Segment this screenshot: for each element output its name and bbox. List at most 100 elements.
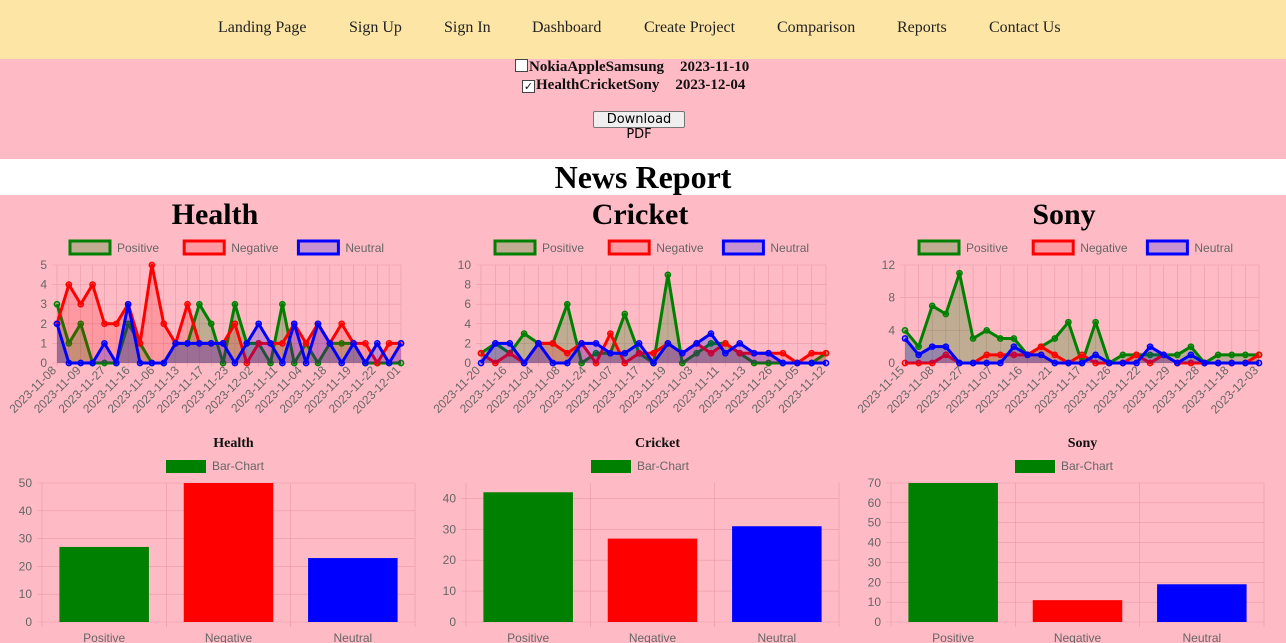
data-point-positive xyxy=(750,359,758,367)
data-point-neutral xyxy=(592,340,600,347)
data-point-negative xyxy=(563,349,571,357)
data-point-negative xyxy=(279,340,286,347)
report-date-2: 2023-12-04 xyxy=(675,77,746,93)
data-point-neutral xyxy=(736,340,744,347)
data-point-neutral xyxy=(535,340,542,347)
data-point-negative xyxy=(607,330,614,337)
y-tick-label: 10 xyxy=(868,595,882,609)
data-point-negative xyxy=(136,340,144,347)
data-point-negative xyxy=(101,320,108,328)
x-tick-label: Negative xyxy=(205,631,253,643)
legend-swatch-bar-chart xyxy=(591,460,631,473)
data-point-positive xyxy=(195,300,203,308)
data-point-negative xyxy=(983,351,991,359)
data-point-neutral xyxy=(1078,359,1086,367)
y-tick-label: 4 xyxy=(464,317,471,331)
nav-link-sign-up[interactable]: Sign Up xyxy=(349,19,402,36)
report-checkbox-1[interactable] xyxy=(515,59,528,72)
bar-positive xyxy=(908,483,998,622)
data-point-neutral xyxy=(901,335,909,342)
series-area-neutral xyxy=(481,333,826,363)
bar-negative xyxy=(1032,600,1123,622)
nav-link-comparison[interactable]: Comparison xyxy=(777,19,856,36)
legend-swatch-neutral xyxy=(721,239,765,256)
data-point-positive xyxy=(956,269,963,277)
data-point-positive xyxy=(1119,351,1127,359)
data-point-negative xyxy=(184,300,191,308)
data-point-positive xyxy=(101,359,108,367)
data-point-negative xyxy=(621,359,629,367)
legend-swatch-positive xyxy=(917,239,961,256)
legend-label-positive: Positive xyxy=(542,241,584,255)
data-point-neutral xyxy=(338,359,346,367)
legend-swatch-positive xyxy=(68,239,112,256)
report-row-2: ✓ HealthCricketSony 2023-12-04 xyxy=(522,77,745,94)
y-tick-label: 2 xyxy=(464,336,471,350)
legend-swatch-neutral xyxy=(296,239,340,256)
data-point-negative xyxy=(477,349,485,357)
data-point-neutral xyxy=(101,340,108,347)
panel-title-sony: Sony xyxy=(1032,198,1096,231)
data-point-neutral xyxy=(1119,359,1127,367)
y-tick-label: 0 xyxy=(25,615,32,629)
legend-swatch-positive xyxy=(493,239,537,256)
y-tick-label: 50 xyxy=(19,476,33,490)
y-tick-label: 60 xyxy=(868,496,882,510)
data-point-positive xyxy=(901,326,909,334)
data-point-neutral xyxy=(255,320,263,328)
data-point-neutral xyxy=(1024,351,1031,359)
data-point-negative xyxy=(160,320,168,328)
data-point-negative xyxy=(915,359,922,367)
data-point-positive xyxy=(207,320,215,328)
y-tick-label: 20 xyxy=(443,553,457,567)
data-point-negative xyxy=(996,351,1004,359)
data-point-positive xyxy=(996,335,1004,342)
data-point-neutral xyxy=(160,359,168,367)
data-point-neutral xyxy=(1010,343,1018,351)
nav-link-sign-in[interactable]: Sign In xyxy=(444,19,491,36)
data-point-positive xyxy=(969,335,977,342)
x-tick-label: Positive xyxy=(507,631,549,643)
data-point-neutral xyxy=(563,359,571,367)
data-point-negative xyxy=(928,359,936,367)
data-point-positive xyxy=(397,359,405,367)
series-line-neutral xyxy=(903,337,1259,365)
data-point-negative xyxy=(65,281,73,288)
data-point-neutral xyxy=(983,359,991,367)
series-area-positive xyxy=(905,273,1259,363)
data-point-positive xyxy=(219,359,227,367)
data-point-negative xyxy=(901,359,909,367)
nav-link-create-project[interactable]: Create Project xyxy=(644,19,736,36)
data-point-negative xyxy=(707,349,715,357)
data-point-negative xyxy=(549,340,557,347)
data-point-positive xyxy=(928,302,936,310)
data-point-neutral xyxy=(621,349,629,357)
data-point-neutral xyxy=(1187,351,1195,359)
data-point-neutral xyxy=(65,359,73,367)
data-point-neutral xyxy=(607,349,614,357)
data-point-negative xyxy=(779,349,787,357)
data-point-neutral xyxy=(385,359,393,367)
nav-link-reports[interactable]: Reports xyxy=(897,19,947,36)
download-pdf-button[interactable]: Download PDF xyxy=(593,111,685,142)
data-point-neutral xyxy=(362,359,369,367)
data-point-negative xyxy=(385,340,393,347)
data-point-neutral xyxy=(124,300,132,308)
data-point-negative xyxy=(506,349,514,357)
data-point-negative xyxy=(1146,359,1154,367)
nav-link-dashboard[interactable]: Dashboard xyxy=(532,19,602,36)
y-tick-label: 0 xyxy=(449,615,456,629)
data-point-negative xyxy=(650,349,657,357)
data-point-positive xyxy=(279,300,286,308)
report-checkbox-2[interactable]: ✓ xyxy=(522,80,535,93)
nav-link-landing-page[interactable]: Landing Page xyxy=(218,19,307,36)
data-point-neutral xyxy=(578,340,585,347)
bar-positive xyxy=(483,492,573,622)
y-tick-label: 10 xyxy=(443,584,457,598)
data-point-neutral xyxy=(1065,359,1072,367)
data-point-negative xyxy=(77,300,85,308)
data-point-positive xyxy=(1228,351,1236,359)
y-tick-label: 3 xyxy=(40,297,47,311)
nav-link-contact-us[interactable]: Contact Us xyxy=(989,19,1061,36)
data-point-positive xyxy=(1173,351,1181,359)
